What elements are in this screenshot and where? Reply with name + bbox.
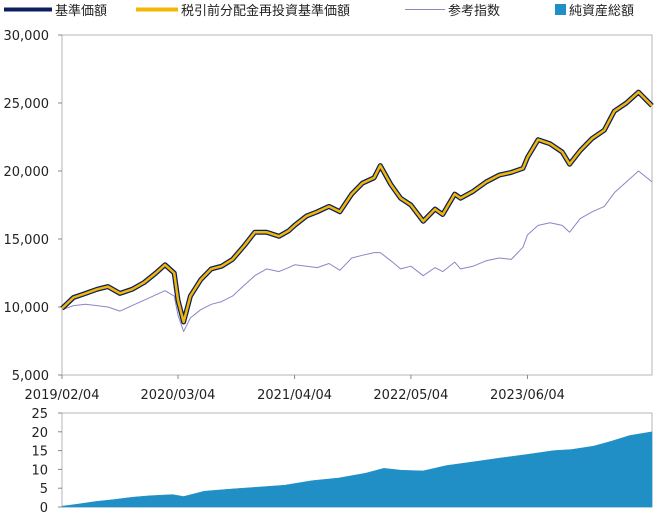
y-tick-label: 30,000 (4, 29, 50, 44)
series-area-net-assets (61, 431, 653, 508)
x-tick-label: 2023/06/04 (490, 388, 565, 403)
legend: 基準価額 税引前分配金再投資基準価額 参考指数 純資産総額 (4, 3, 634, 19)
legend-item-4: 純資産総額 (555, 3, 634, 19)
sub-y-tick-label: 5 (40, 482, 48, 497)
x-tick-label: 2020/03/04 (141, 388, 216, 403)
y-tick-label: 5,000 (12, 369, 49, 384)
series-line-reinvested-price (61, 90, 653, 324)
series-line-reference-index (61, 170, 653, 332)
plot-frame (61, 34, 653, 376)
y-tick-label: 15,000 (4, 233, 50, 248)
x-tick-label: 2022/05/04 (373, 388, 448, 403)
x-tick-label: 2021/04/04 (257, 388, 332, 403)
legend-label: 基準価額 (55, 3, 107, 19)
legend-item-2: 税引前分配金再投資基準価額 (136, 3, 350, 19)
sub-y-tick-label: 25 (31, 407, 48, 422)
y-tick-label: 25,000 (4, 97, 50, 112)
legend-item-1: 基準価額 (4, 3, 107, 19)
legend-label: 純資産総額 (569, 3, 634, 19)
y-tick-label: 20,000 (4, 165, 50, 180)
legend-item-3: 参考指数 (405, 3, 500, 19)
legend-label: 参考指数 (448, 3, 500, 19)
sub-y-tick-label: 10 (31, 463, 48, 478)
price-line-chart: 30,000 25,000 20,000 15,000 10,000 5,000 2019/… (4, 29, 654, 403)
y-tick-label: 10,000 (4, 301, 50, 316)
legend-swatch (555, 4, 566, 15)
net-assets-area-chart: 25 20 15 10 5 0 (31, 407, 653, 516)
series-line-base-price (60, 89, 654, 325)
legend-label: 税引前分配金再投資基準価額 (181, 3, 350, 19)
sub-y-tick-label: 0 (40, 501, 48, 512)
sub-y-tick-label: 15 (31, 445, 48, 460)
x-tick-label: 2019/02/04 (25, 388, 100, 403)
sub-y-tick-label: 20 (31, 426, 48, 441)
